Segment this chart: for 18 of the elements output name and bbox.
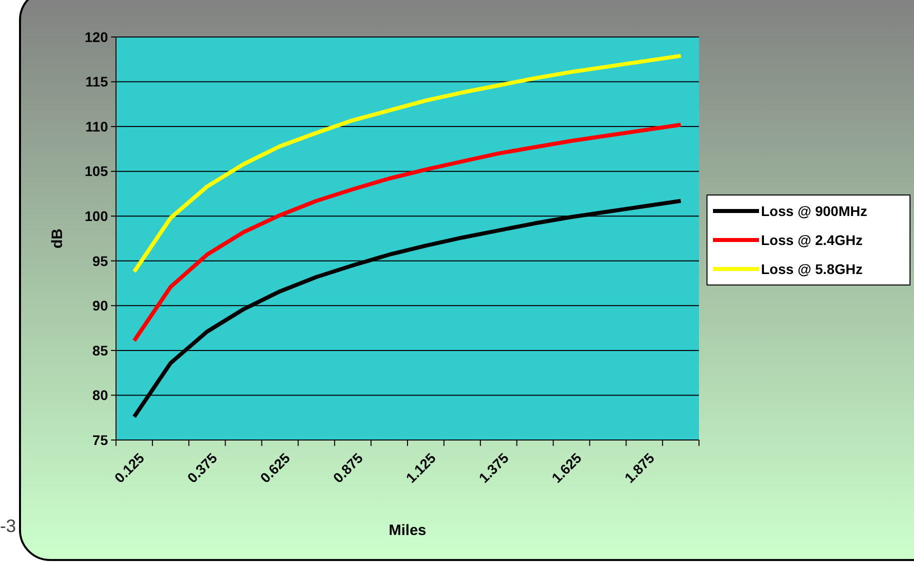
y-tick-label: 75	[92, 432, 108, 448]
legend-label: Loss @ 2.4GHz	[761, 232, 863, 248]
y-tick-label: 120	[84, 28, 108, 45]
y-tick-label: 95	[92, 252, 108, 269]
y-tick-label: 105	[84, 163, 108, 180]
y-tick-label: 85	[92, 342, 108, 358]
line-series	[132, 122, 683, 343]
y-tick-label: 90	[92, 298, 108, 314]
y-tick-label: 80	[92, 387, 108, 404]
y-tick-label: 100	[84, 208, 108, 224]
legend-label: Loss @ 5.8GHz	[761, 260, 863, 277]
legend-label: Loss @ 900MHz	[761, 202, 868, 219]
y-axis-title: dB	[49, 228, 66, 248]
line-series	[132, 54, 683, 274]
y-tick-label: 110	[85, 118, 108, 134]
y-tick-label: 115	[85, 74, 108, 90]
text: -3	[0, 516, 16, 536]
x-axis-title: Miles	[388, 522, 426, 539]
